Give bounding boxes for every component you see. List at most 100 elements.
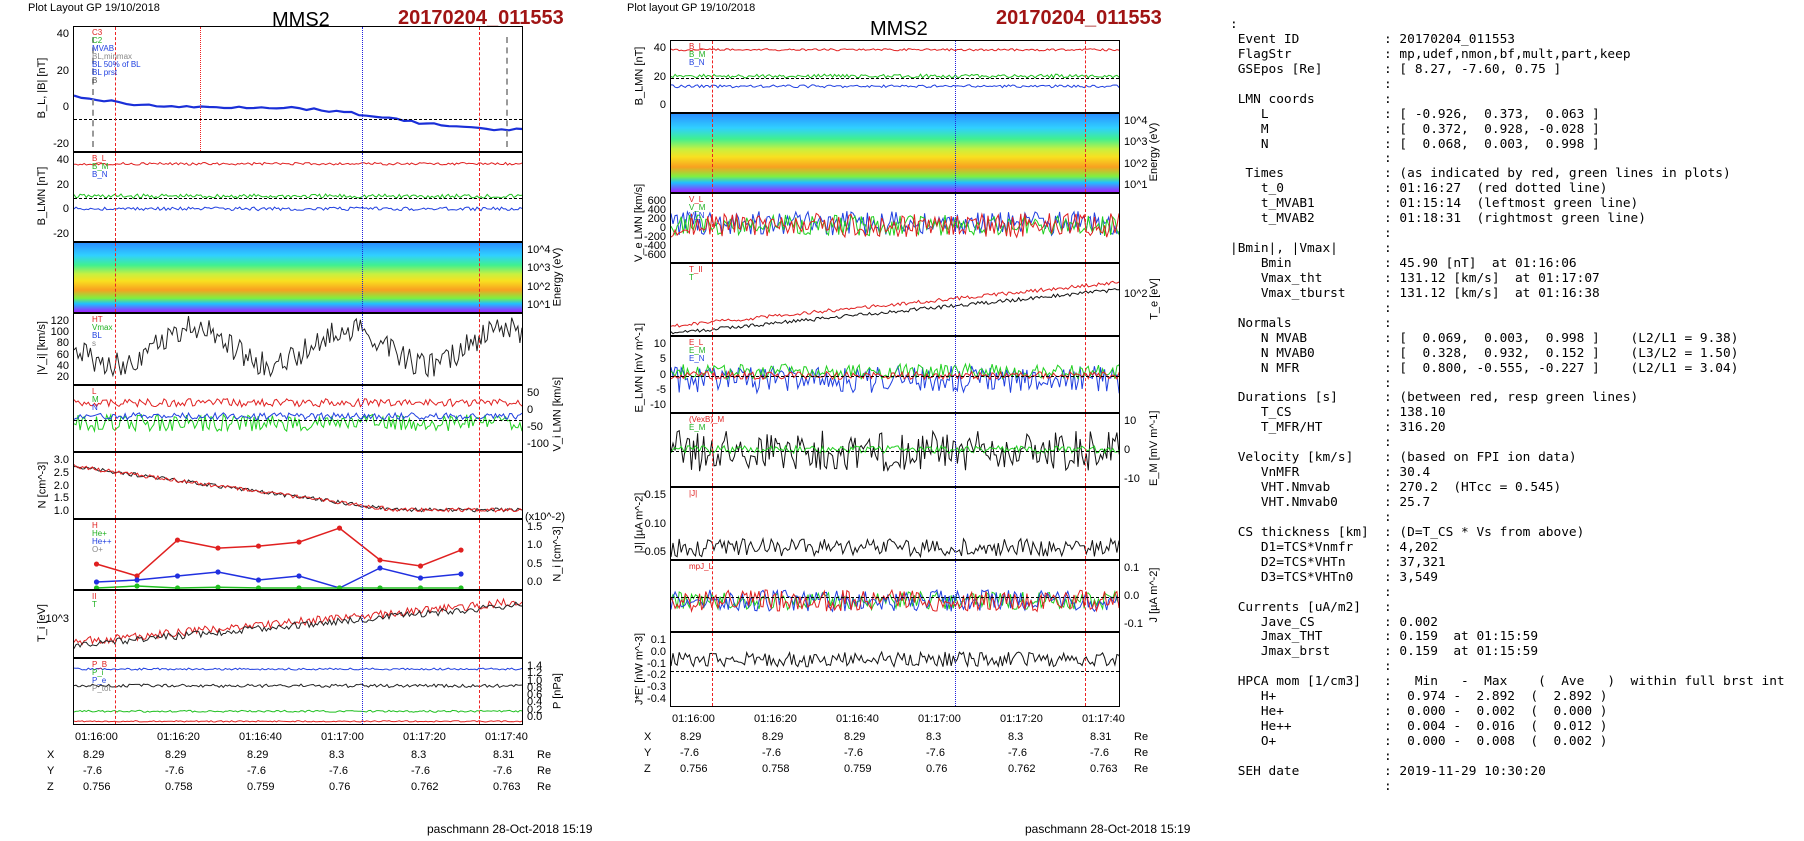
left-ytick-ni: 1.0 bbox=[527, 539, 543, 552]
ni-point bbox=[174, 573, 181, 579]
left-legend-item: He++ bbox=[92, 537, 112, 546]
ni-point bbox=[377, 585, 383, 589]
right-time-tick: 01:17:00 bbox=[918, 713, 961, 725]
right-red-dash-line bbox=[1085, 41, 1086, 112]
info-value: : bbox=[1384, 599, 1392, 615]
ni-point bbox=[458, 571, 464, 577]
ni-point bbox=[417, 585, 424, 589]
left-ytick-blmn: 20 bbox=[56, 178, 69, 191]
right-trace-em bbox=[671, 429, 1119, 472]
left-coord-value: -7.6 bbox=[411, 765, 430, 777]
right-legend-item: V_N bbox=[689, 211, 705, 220]
right-legend-item: T bbox=[689, 273, 694, 282]
right-zero-line-em bbox=[671, 451, 1119, 452]
ni-point bbox=[174, 585, 181, 589]
left-ytick-p: 0.6 bbox=[527, 689, 543, 702]
left-ytick-vi: 100 bbox=[50, 326, 69, 339]
left-blmn-series-1 bbox=[74, 193, 522, 200]
right-ylabel-spec: Energy (eV) bbox=[1148, 122, 1160, 182]
left-legend-blmn: B_L B_M B_N bbox=[92, 155, 108, 179]
right-ytick-e: 10 bbox=[653, 338, 666, 350]
left-ytick-spec: 10^2 bbox=[527, 280, 551, 293]
right-legend-item: mpJ_L bbox=[689, 562, 714, 571]
ni-series-H bbox=[96, 585, 461, 589]
info-row: Vmax_tht : 131.12 [km/s] at 01:17:07 bbox=[1230, 270, 1785, 287]
right-ytick-j: 0.10 bbox=[644, 517, 666, 530]
right-legend-ve: V_L V_M V_N bbox=[689, 196, 705, 220]
info-row: Velocity [km/s]: (based on FPI ion data) bbox=[1230, 450, 1785, 466]
right-legend-item: E_M bbox=[689, 423, 706, 432]
right-je-series-0 bbox=[671, 650, 1119, 668]
info-value: : 0.159 at 01:15:59 bbox=[1384, 644, 1539, 660]
left-trace-vlmn bbox=[74, 397, 522, 434]
info-row: O+: 0.000 - 0.008 ( 0.002 ) bbox=[1230, 734, 1785, 750]
info-value: : Min - Max ( Ave ) within full brst int bbox=[1384, 674, 1785, 690]
info-value: : 131.12 [km/s] at 01:17:07 bbox=[1384, 270, 1600, 286]
info-value: : (as indicated by red, green lines in p… bbox=[1384, 166, 1731, 182]
right-ytick-je: -0.4 bbox=[647, 693, 666, 705]
left-red-dash-line bbox=[479, 153, 480, 241]
info-key: Currents [uA/m2] bbox=[1230, 599, 1361, 615]
info-row: |Bmin|, |Vmax|: bbox=[1230, 241, 1785, 257]
right-red-dash-line bbox=[711, 264, 713, 335]
left-red-dash-line bbox=[479, 591, 480, 657]
right-ytick-spec: 10^2 bbox=[1124, 157, 1148, 170]
info-key: : bbox=[1230, 17, 1238, 32]
right-red-dash-line bbox=[1085, 264, 1086, 335]
left-red-dash-line bbox=[479, 520, 480, 589]
info-row: T_CS: 138.10 bbox=[1230, 405, 1785, 421]
right-coord-value: 8.3 bbox=[1008, 731, 1024, 743]
left-legend-item: s bbox=[92, 339, 96, 348]
left-red-dash-line bbox=[114, 659, 116, 724]
left-time-tick: 01:17:00 bbox=[321, 731, 364, 743]
right-time-tick: 01:16:40 bbox=[836, 713, 879, 725]
info-row: HPCA mom [1/cm3]: Min - Max ( Ave ) with… bbox=[1230, 674, 1785, 690]
right-blue-dotted-line bbox=[954, 488, 956, 559]
left-blue-dotted-line bbox=[362, 153, 363, 241]
right-ytick-blmn: 20 bbox=[653, 70, 666, 83]
ni-point bbox=[377, 557, 383, 563]
left-red-dash-line bbox=[479, 386, 480, 451]
info-key: VHT.Nmvab0 bbox=[1230, 495, 1338, 510]
right-ytick-e: -10 bbox=[650, 399, 666, 411]
info-value: : 0.004 - 0.016 ( 0.012 ) bbox=[1384, 719, 1608, 735]
left-red-dash-line bbox=[479, 27, 480, 151]
ni-point bbox=[215, 584, 221, 589]
ni-point bbox=[296, 573, 302, 579]
info-key: Jmax_brst bbox=[1230, 644, 1331, 660]
right-panel-je bbox=[670, 632, 1120, 707]
info-key: Vmax_tht bbox=[1230, 270, 1323, 286]
right-blue-dotted-line bbox=[954, 561, 956, 631]
left-ytick-blmn: 0 bbox=[62, 203, 69, 216]
ni-point bbox=[296, 585, 302, 589]
info-value: : 37,321 bbox=[1384, 554, 1446, 570]
right-coord-value: -7.6 bbox=[844, 747, 863, 759]
left-legend-vi: HT Vmax BL s bbox=[92, 316, 112, 348]
right-ytick-em: 0 bbox=[1124, 444, 1131, 456]
right-e-series-1 bbox=[671, 362, 1119, 381]
info-value: : bbox=[1384, 659, 1392, 675]
right-legend-item: B_N bbox=[689, 58, 705, 67]
left-zero-line-bl bbox=[74, 118, 522, 120]
info-row: VnMFR: 30.4 bbox=[1230, 465, 1785, 481]
right-ytick-e: 5 bbox=[659, 353, 666, 366]
right-coord-value: 8.29 bbox=[844, 731, 866, 743]
right-plot-header: Plot layout GP 19/10/2018 bbox=[627, 2, 756, 14]
left-ytick-spec: 10^3 bbox=[527, 262, 551, 275]
right-red-dash-line bbox=[1085, 561, 1086, 631]
info-value: : 3,549 bbox=[1384, 569, 1438, 585]
info-row: SEH date: 2019-11-29 10:30:20 bbox=[1230, 764, 1785, 780]
info-row: : bbox=[1230, 510, 1785, 526]
left-coord-unit: Re bbox=[537, 749, 552, 761]
right-coord-label: Z bbox=[644, 763, 651, 775]
right-coord-value: 8.29 bbox=[680, 731, 702, 743]
info-key: GSEpos [Re] bbox=[1230, 61, 1323, 77]
info-row: : bbox=[1230, 659, 1785, 675]
info-row: N MVAB: [ 0.069, 0.003, 0.998 ] (L2/L1 =… bbox=[1230, 331, 1785, 347]
right-ytick-ve: 600 bbox=[647, 195, 666, 207]
left-ytick-ti: 10^3 bbox=[45, 612, 69, 625]
left-coord-value: 8.31 bbox=[493, 749, 515, 761]
right-jlmn-series-0 bbox=[671, 589, 1119, 612]
left-ylabel-ni: N_i [cm^-3] bbox=[551, 525, 563, 582]
